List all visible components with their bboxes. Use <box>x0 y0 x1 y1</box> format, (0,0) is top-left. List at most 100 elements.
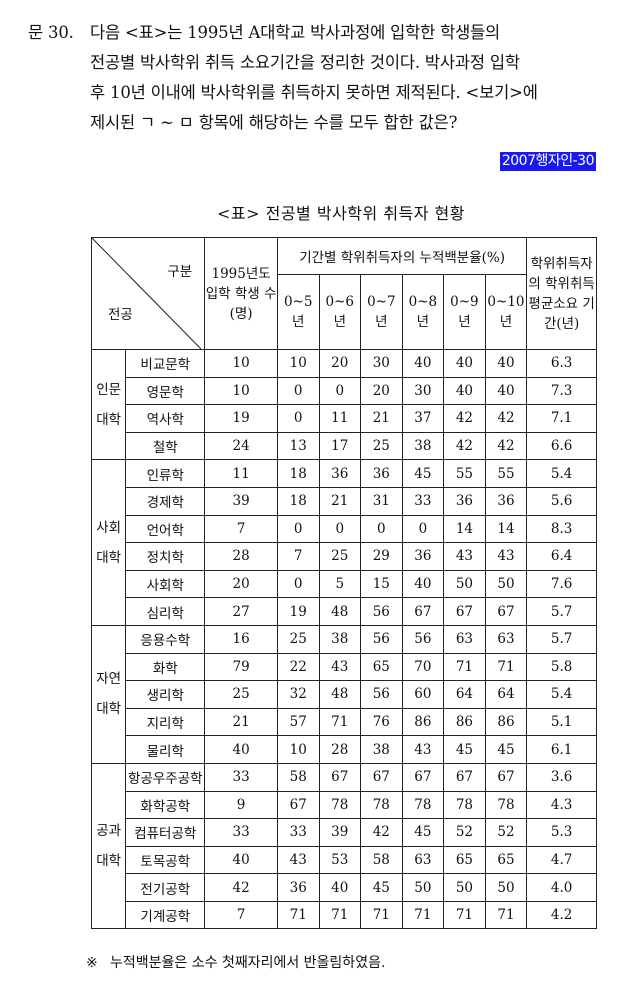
percent-cell: 67 <box>401 597 445 626</box>
percent-cell: 36 <box>401 542 445 571</box>
percent-cell: 20 <box>318 349 362 378</box>
percent-cell: 86 <box>401 707 445 737</box>
major-cell: 인류학 <box>125 459 206 488</box>
percent-cell: 39 <box>318 818 362 847</box>
average-years-cell: 5.6 <box>526 486 597 516</box>
source-tag: 2007행자인-30 <box>499 152 596 171</box>
percent-cell: 63 <box>484 624 528 654</box>
percent-cell: 76 <box>360 707 403 737</box>
entrants-cell: 40 <box>204 735 278 764</box>
percent-cell: 67 <box>443 597 486 626</box>
percent-cell: 78 <box>360 790 403 820</box>
percent-cell: 42 <box>484 431 528 461</box>
percent-cell: 42 <box>443 431 486 461</box>
percent-cell: 43 <box>484 542 528 571</box>
percent-cell: 58 <box>276 762 320 792</box>
percent-cell: 40 <box>484 376 528 406</box>
percent-cell: 29 <box>360 542 403 571</box>
percent-cell: 86 <box>443 707 486 737</box>
major-cell: 화학 <box>125 652 206 682</box>
percent-cell: 78 <box>484 790 528 820</box>
table-row: 사회대학 인류학 11 18 36 36 45 55 55 5.4 <box>90 459 597 626</box>
major-cell: 화학공학 <box>125 790 206 820</box>
entrants-cell: 28 <box>204 542 278 571</box>
question-text: 문 30. 다음 <표>는 1995년 A대학교 박사과정에 입학한 학생들의 전… <box>28 18 600 138</box>
percent-cell: 18 <box>276 459 320 488</box>
percent-cell: 20 <box>360 376 403 406</box>
percent-cell: 45 <box>443 735 486 764</box>
entrants-cell: 33 <box>204 762 278 792</box>
percent-cell: 0 <box>276 569 320 599</box>
table-row: 토목공학 40 43 53 58 63 65 65 4.7 <box>92 845 597 875</box>
major-cell: 항공우주공학 <box>125 762 206 792</box>
average-years-cell: 7.1 <box>526 404 597 433</box>
major-cell: 토목공학 <box>125 845 206 875</box>
average-years-cell: 6.3 <box>526 349 597 378</box>
percent-cell: 32 <box>276 680 320 709</box>
percent-cell: 0 <box>360 514 403 544</box>
percent-cell: 25 <box>318 542 362 571</box>
percent-cell: 40 <box>443 376 486 406</box>
percent-cell: 14 <box>484 514 528 544</box>
percent-cell: 13 <box>276 431 320 461</box>
table-row: 경제학 39 18 21 31 33 36 36 5.6 <box>92 486 597 516</box>
percent-cell: 0 <box>276 404 320 433</box>
average-years-cell: 5.4 <box>526 680 597 709</box>
college-cell: 공과대학 <box>90 762 127 930</box>
percent-cell: 33 <box>276 818 320 847</box>
percent-cell: 65 <box>484 845 528 875</box>
entrants-cell: 79 <box>204 652 278 682</box>
average-years-cell: 5.4 <box>526 459 597 488</box>
header-cumulative: 기간별 학위취득자의 누적백분율(%) <box>276 236 528 276</box>
percent-cell: 15 <box>360 569 403 599</box>
percent-cell: 0 <box>318 514 362 544</box>
percent-cell: 43 <box>276 845 320 875</box>
percent-cell: 50 <box>443 569 486 599</box>
percent-cell: 25 <box>360 431 403 461</box>
footnote: ※ 누적백분율은 소수 첫째자리에서 반올림하였음. <box>86 952 385 972</box>
entrants-cell: 25 <box>204 680 278 709</box>
average-years-cell: 4.2 <box>526 900 597 930</box>
percent-cell: 71 <box>401 900 445 930</box>
percent-cell: 25 <box>276 624 320 654</box>
table-row: 물리학 40 10 28 38 43 45 45 6.1 <box>92 735 597 764</box>
table-row: 생리학 25 32 48 56 60 64 64 5.4 <box>92 680 597 709</box>
percent-cell: 55 <box>443 459 486 488</box>
major-cell: 기계공학 <box>125 900 206 930</box>
entrants-cell: 7 <box>204 900 278 930</box>
entrants-cell: 21 <box>204 707 278 737</box>
entrants-cell: 20 <box>204 569 278 599</box>
percent-cell: 43 <box>443 542 486 571</box>
table-row: 역사학 19 0 11 21 37 42 42 7.1 <box>92 404 597 433</box>
entrants-cell: 42 <box>204 873 278 902</box>
major-cell: 정치학 <box>125 542 206 571</box>
percent-cell: 67 <box>276 790 320 820</box>
table-corner-header: 구분 전공 <box>90 237 206 350</box>
header-entrants: 1995년도 입학 학생 수(명) <box>204 237 278 350</box>
percent-cell: 53 <box>318 845 362 875</box>
diagonal-line <box>92 238 201 349</box>
percent-cell: 40 <box>401 349 445 378</box>
table-row: 사회학 20 0 5 15 40 50 50 7.6 <box>92 569 597 599</box>
percent-cell: 67 <box>360 762 403 792</box>
percent-cell: 42 <box>360 818 403 847</box>
percent-cell: 21 <box>360 404 403 433</box>
college-cell: 인문대학 <box>90 348 127 461</box>
percent-cell: 10 <box>276 735 320 764</box>
header-period: 0~10년 <box>484 274 528 350</box>
corner-label-jeongong: 전공 <box>108 307 133 323</box>
entrants-cell: 10 <box>204 349 278 378</box>
percent-cell: 67 <box>401 762 445 792</box>
percent-cell: 17 <box>318 431 362 461</box>
percent-cell: 19 <box>276 597 320 626</box>
percent-cell: 10 <box>276 349 320 378</box>
percent-cell: 60 <box>401 680 445 709</box>
header-period: 0~9년 <box>443 274 486 350</box>
major-cell: 비교문학 <box>125 349 206 378</box>
percent-cell: 71 <box>360 900 403 930</box>
average-years-cell: 5.7 <box>526 624 597 654</box>
percent-cell: 50 <box>484 569 528 599</box>
table-row: 자연대학 응용수학 16 25 38 56 56 63 63 5.7 <box>90 624 597 764</box>
percent-cell: 71 <box>484 652 528 682</box>
major-cell: 생리학 <box>125 680 206 709</box>
